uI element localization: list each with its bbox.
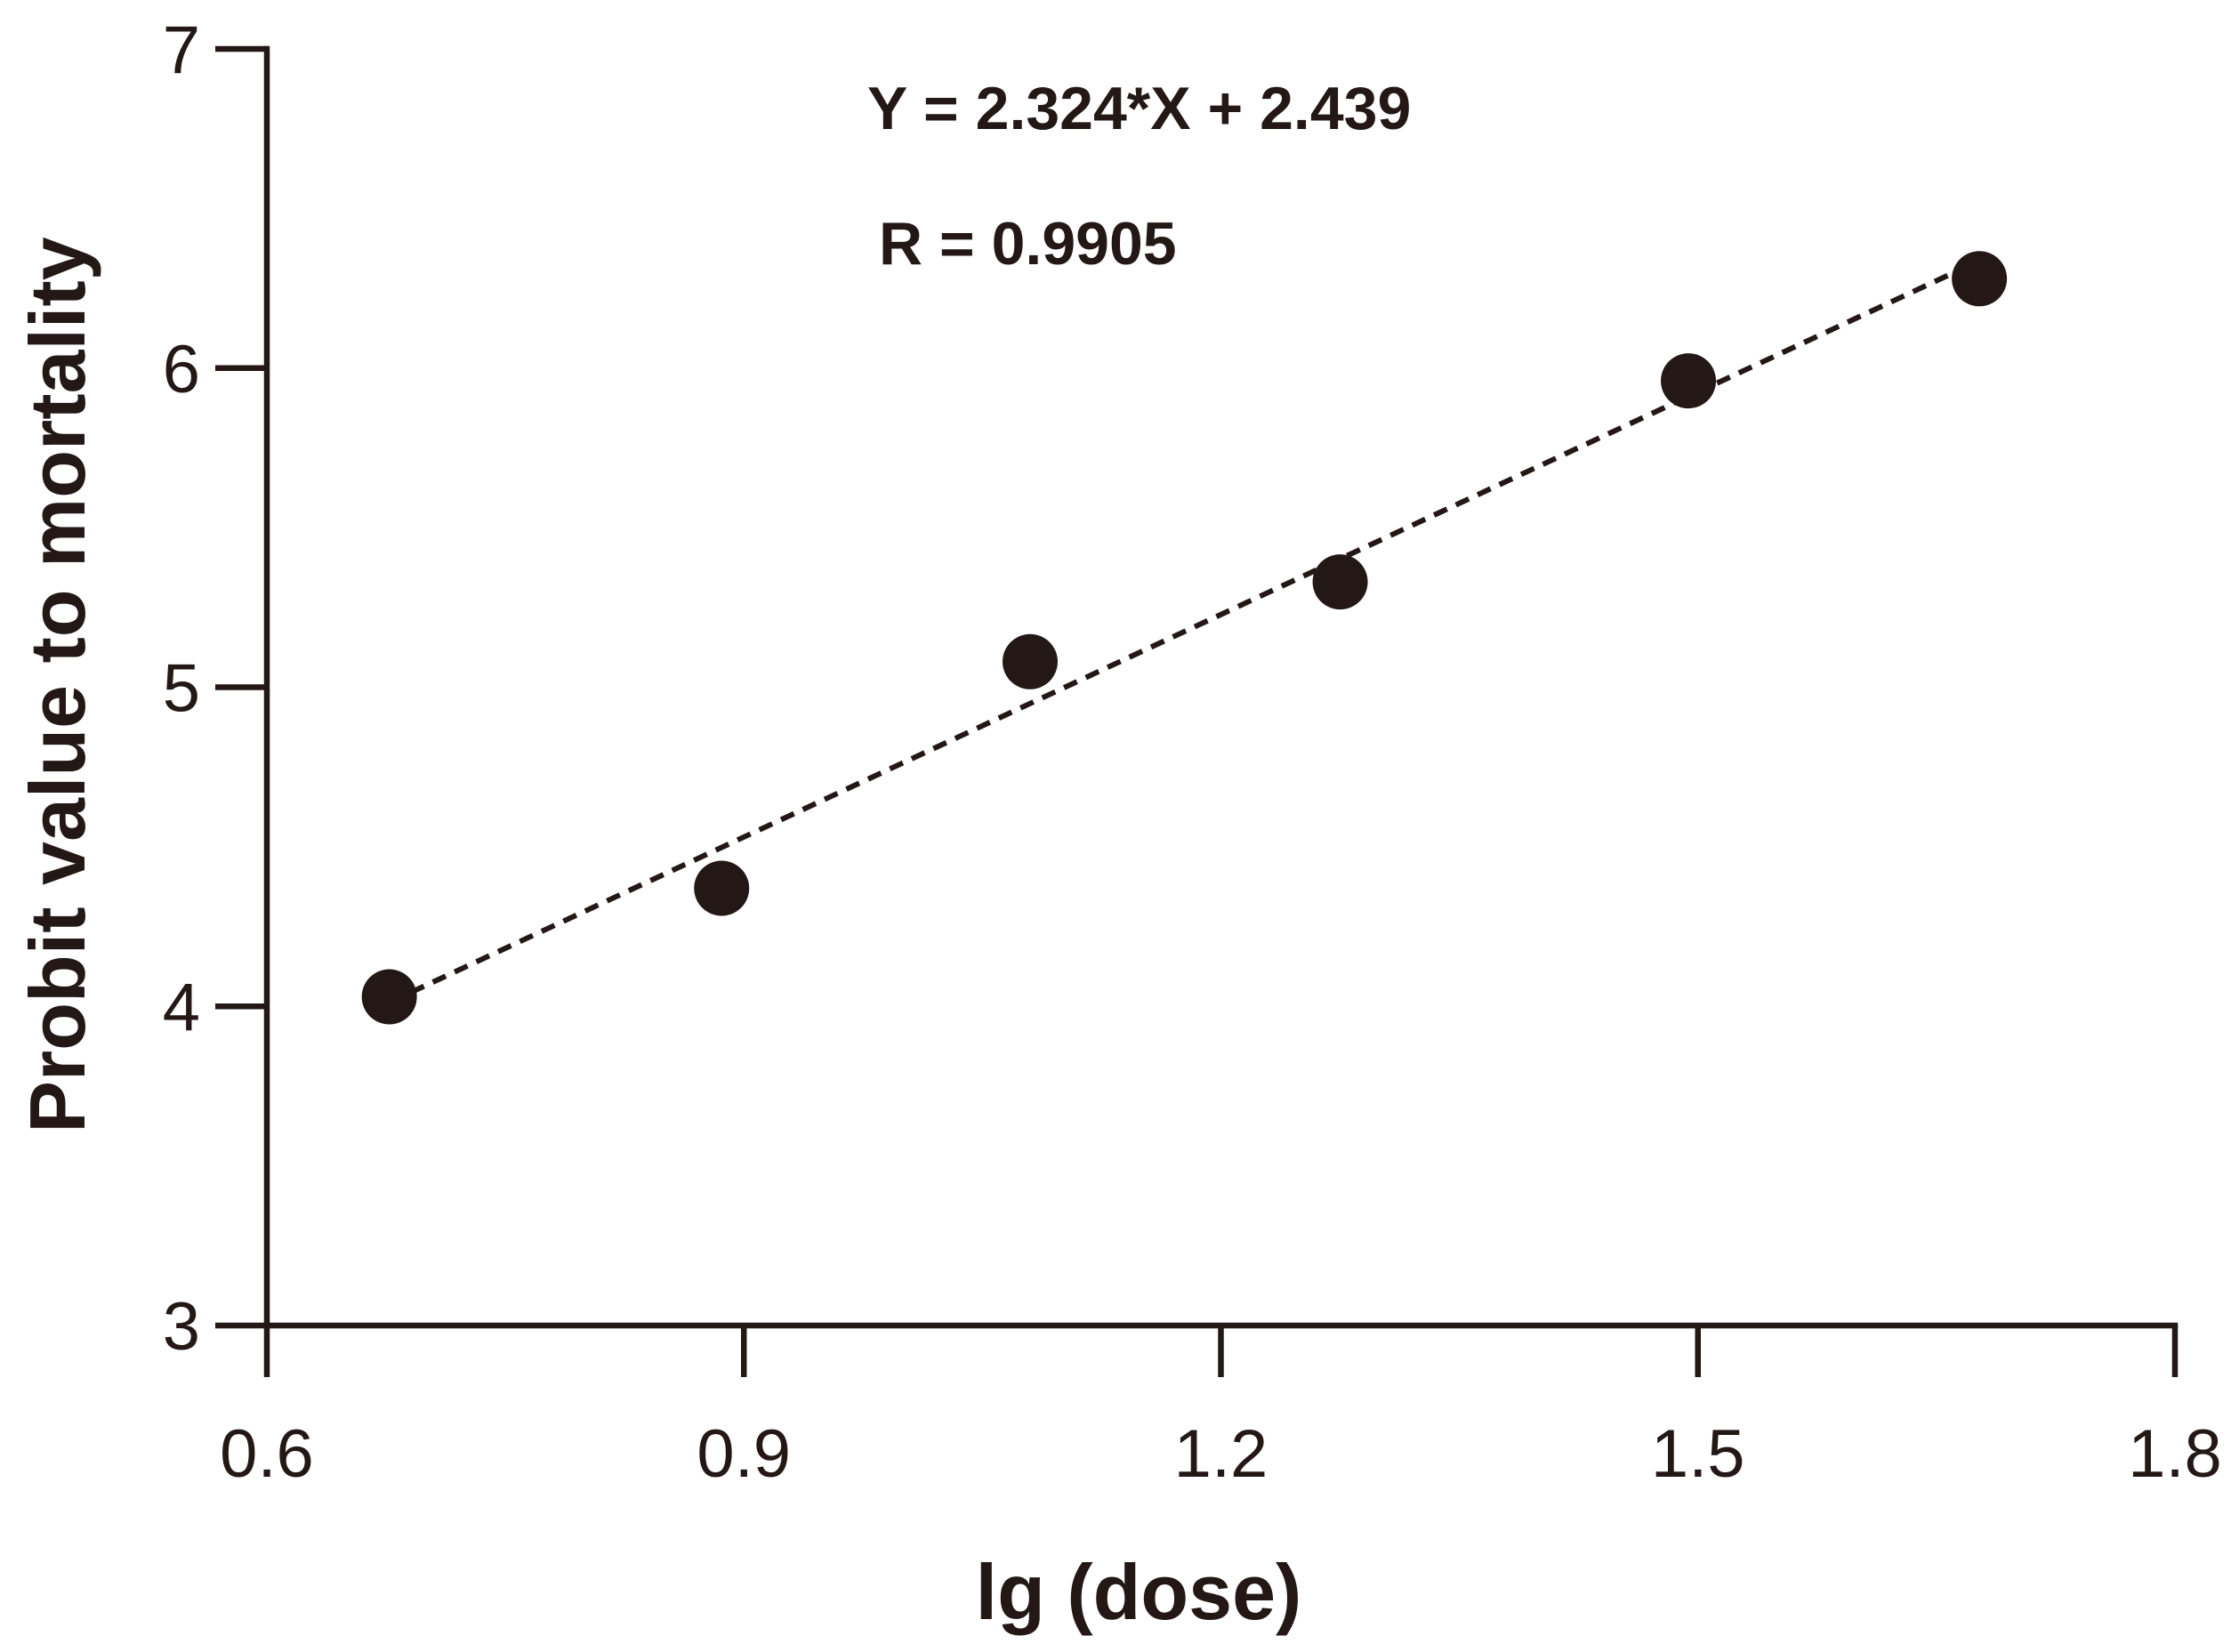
data-point xyxy=(1312,554,1368,610)
equation-annotation: Y = 2.324*X + 2.439 xyxy=(867,75,1411,142)
y-tick-label: 6 xyxy=(163,332,200,407)
data-point xyxy=(361,969,417,1025)
x-tick-label: 1.2 xyxy=(1174,1416,1269,1492)
data-point xyxy=(1003,633,1058,689)
x-tick-label: 1.5 xyxy=(1651,1416,1745,1492)
axes xyxy=(263,45,2179,1329)
x-tick-label: 0.6 xyxy=(220,1416,314,1492)
fit-line-group xyxy=(388,258,1981,1005)
x-tick-label: 1.8 xyxy=(2128,1416,2222,1492)
r-value-annotation: R = 0.9905 xyxy=(879,210,1177,278)
x-axis-title: lg (dose) xyxy=(976,1548,1302,1636)
y-tick-label: 5 xyxy=(163,651,200,727)
y-tick-label: 3 xyxy=(163,1289,200,1365)
data-points xyxy=(361,251,2008,1025)
ticks: 0.6 0.9 1.2 1.5 1.8 3 4 5 6 7 xyxy=(163,12,2222,1492)
data-point xyxy=(694,860,750,916)
x-tick-label: 0.9 xyxy=(697,1416,791,1492)
fit-line xyxy=(388,258,1981,1005)
y-axis-title: Probit value to mortality xyxy=(13,237,101,1132)
y-tick-label: 4 xyxy=(163,970,200,1045)
data-point xyxy=(1952,251,2008,307)
data-point xyxy=(1661,353,1717,409)
y-tick-label: 7 xyxy=(163,12,200,88)
